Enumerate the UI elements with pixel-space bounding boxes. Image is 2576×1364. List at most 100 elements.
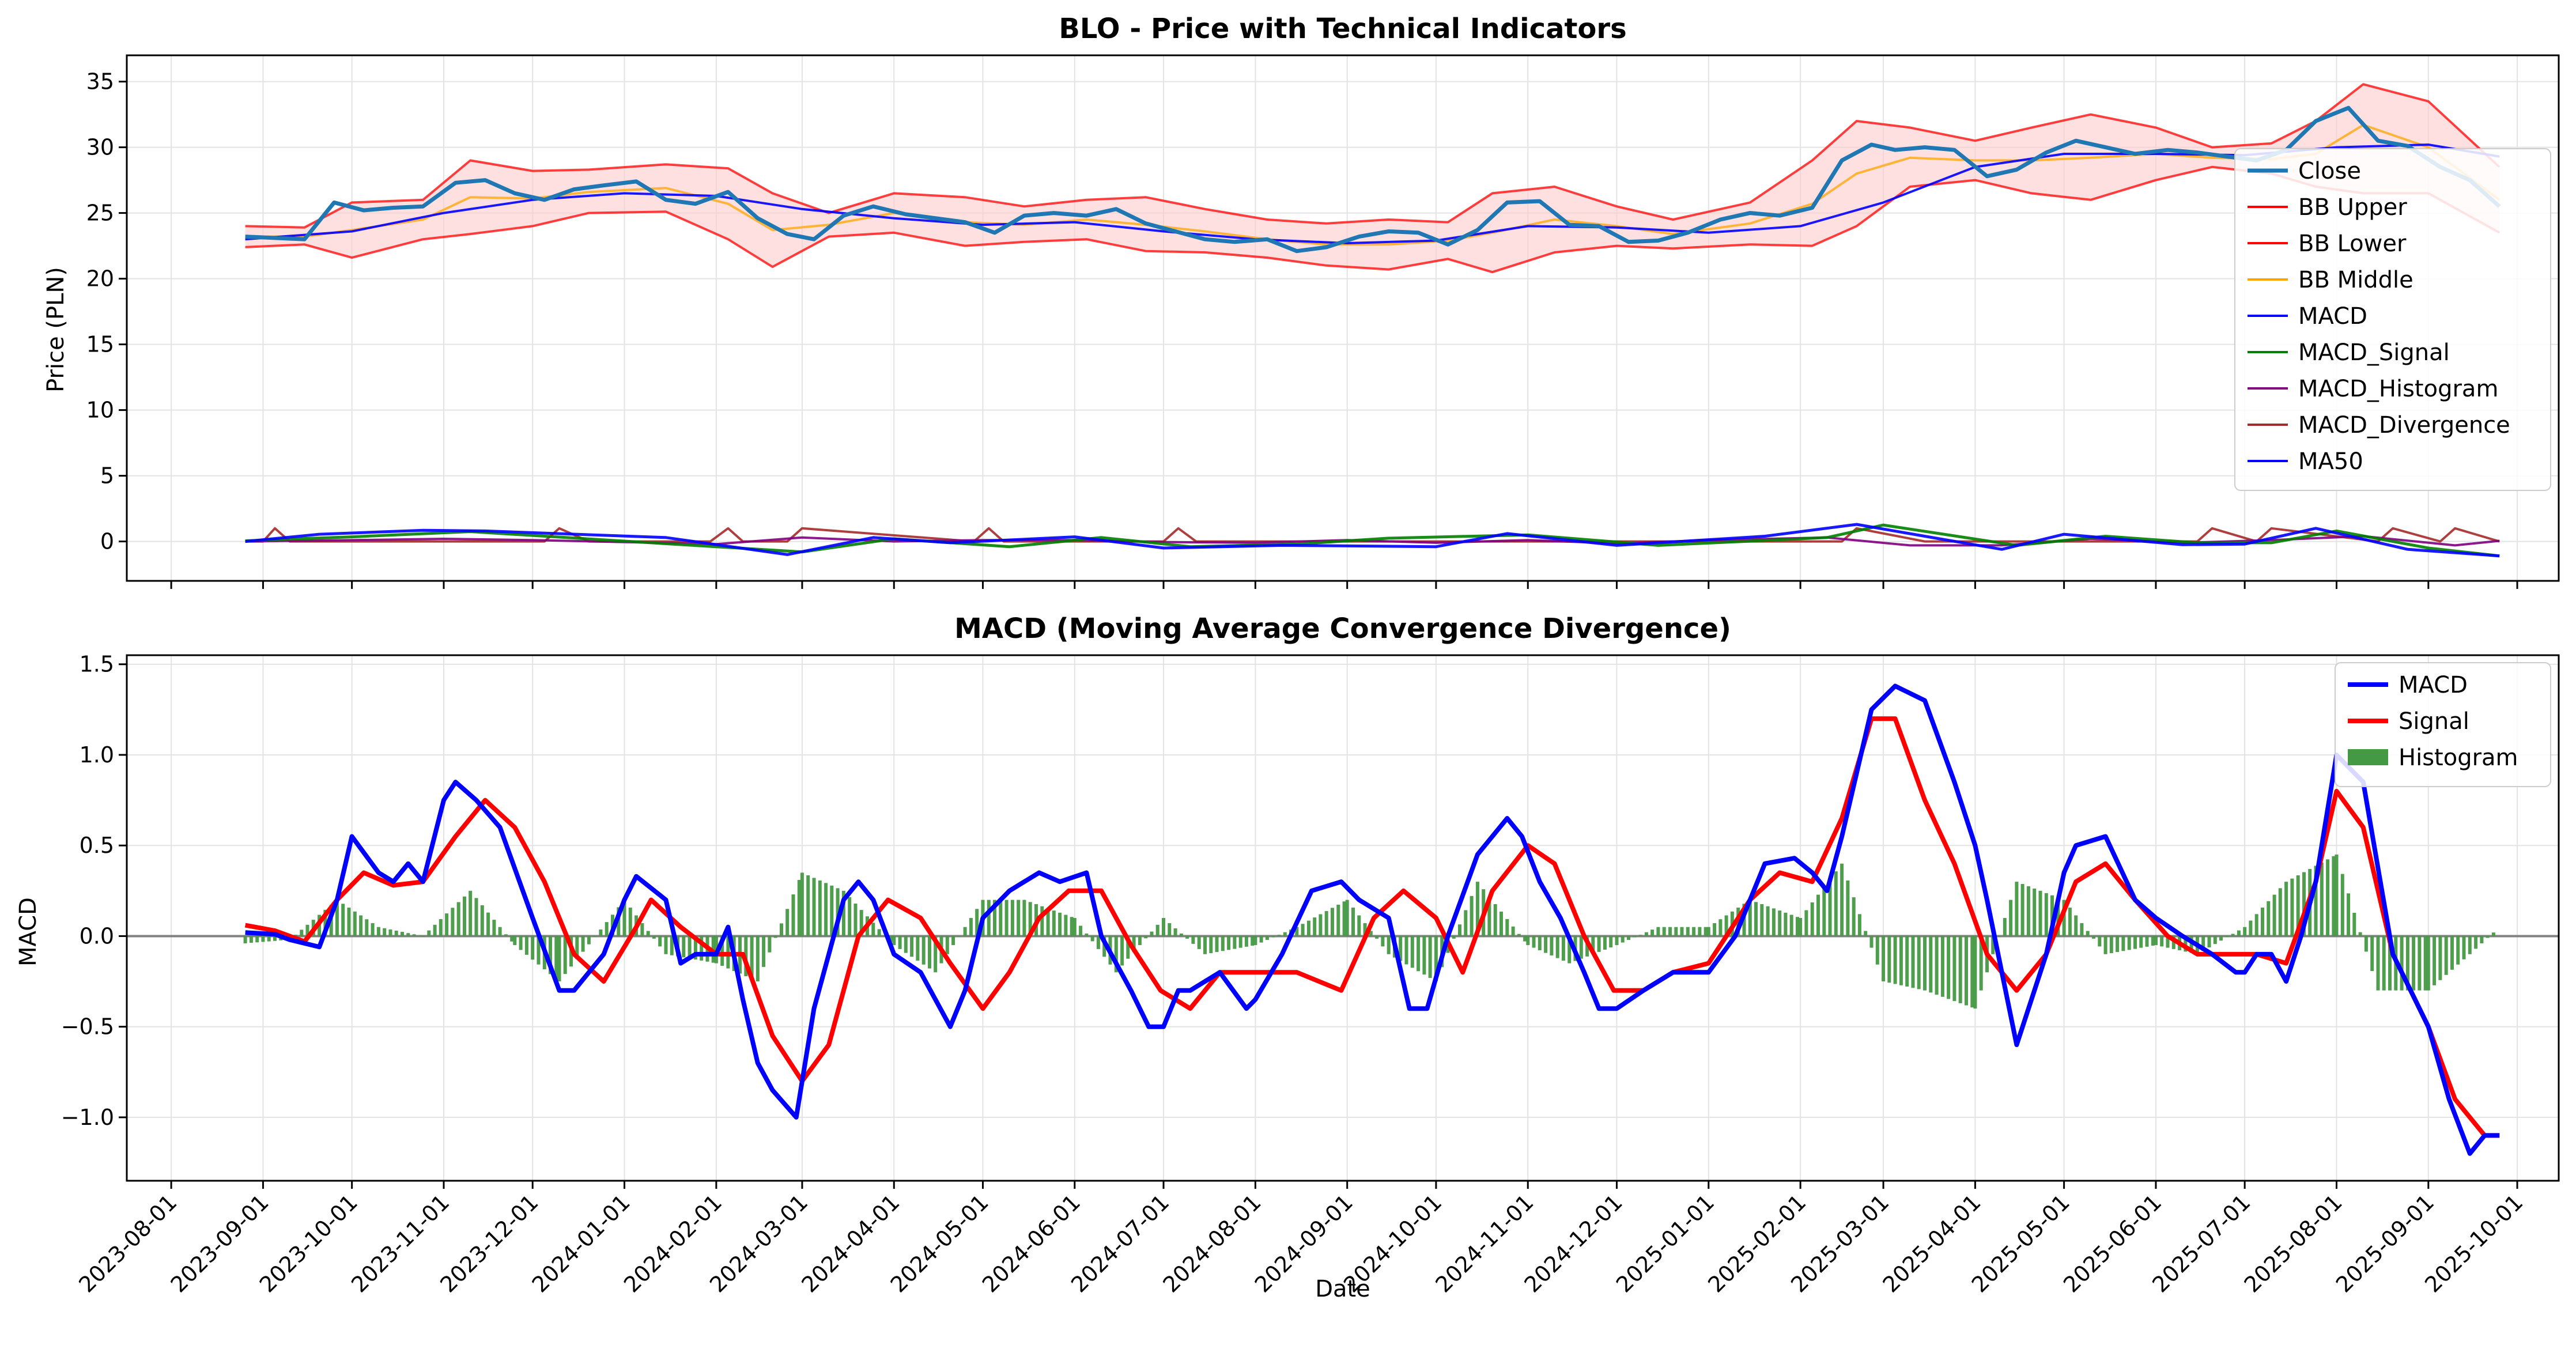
histogram-bar xyxy=(688,936,692,959)
histogram-bar xyxy=(1698,927,1702,936)
histogram-bar xyxy=(2184,936,2188,952)
histogram-bar xyxy=(1357,915,1361,936)
histogram-bar xyxy=(1965,936,1968,1006)
legend-label-bb-upper: BB Upper xyxy=(2298,194,2407,221)
histogram-bar xyxy=(2382,936,2386,991)
histogram-bar xyxy=(841,890,845,936)
histogram-bar xyxy=(762,936,766,967)
histogram-bar xyxy=(2171,936,2175,949)
histogram-bar xyxy=(2189,936,2193,953)
histogram-bar xyxy=(934,936,938,973)
histogram-bar xyxy=(418,935,422,936)
histogram-bar xyxy=(1064,915,1068,936)
y-tick-label: 15 xyxy=(86,332,114,357)
histogram-bar xyxy=(1760,904,1764,936)
histogram-bar xyxy=(2400,936,2404,991)
histogram-bar xyxy=(720,936,724,966)
histogram-bar xyxy=(2284,882,2288,936)
y-tick-label: 10 xyxy=(86,398,114,423)
histogram-bar xyxy=(1633,936,1637,938)
histogram-bar xyxy=(2231,934,2235,936)
histogram-bar xyxy=(1940,936,1944,997)
price-panel: BLO - Price with Technical Indicators Pr… xyxy=(43,13,2560,589)
y-tick-label: 0 xyxy=(100,529,114,554)
series-macd xyxy=(245,683,2500,1156)
legend-swatch-histogram xyxy=(2348,749,2388,765)
y-tick-label: 1.5 xyxy=(80,652,114,677)
histogram-bar xyxy=(1917,936,1921,989)
histogram-bar xyxy=(1686,927,1690,936)
histogram-bar xyxy=(513,936,517,946)
histogram-bar xyxy=(2423,936,2427,991)
histogram-bar xyxy=(1209,936,1213,953)
y-tick-label: −1.0 xyxy=(61,1105,114,1130)
price-y-axis-label: Price (PLN) xyxy=(43,267,69,392)
histogram-bar xyxy=(1621,936,1625,943)
histogram-bar xyxy=(2121,936,2125,951)
macd-y-ticks: −1.0 −0.5 0.0 0.5 1.0 1.5 xyxy=(61,652,127,1130)
histogram-bar xyxy=(2213,936,2217,944)
histogram-bar xyxy=(2243,927,2247,936)
histogram-bar xyxy=(439,919,443,936)
price-chart-title: BLO - Price with Technical Indicators xyxy=(1059,13,1626,45)
histogram-bar xyxy=(1306,920,1310,936)
histogram-bar xyxy=(975,909,979,936)
price-series xyxy=(245,83,2501,558)
histogram-bar xyxy=(1102,936,1106,957)
price-x-ticks xyxy=(170,581,2518,589)
histogram-bar xyxy=(1680,927,1684,936)
histogram-bar xyxy=(1301,924,1305,936)
histogram-bar xyxy=(1724,915,1728,936)
histogram-bar xyxy=(2098,936,2102,947)
histogram-bar xyxy=(1911,936,1915,988)
histogram-bar xyxy=(2249,920,2253,936)
histogram-bar xyxy=(1893,936,1897,984)
histogram-bar xyxy=(1345,900,1349,936)
y-tick-label: 0.0 xyxy=(80,923,114,949)
histogram-bar xyxy=(2062,900,2066,936)
histogram-bar xyxy=(2335,854,2339,936)
histogram-bar xyxy=(1615,936,1619,946)
histogram-bar xyxy=(1185,936,1189,939)
histogram-bar xyxy=(1369,931,1373,936)
histogram-bar xyxy=(1929,936,1933,993)
histogram-bar xyxy=(1028,902,1032,936)
histogram-bar xyxy=(1452,936,1456,939)
histogram-bar xyxy=(871,923,875,936)
histogram-bar xyxy=(1422,936,1426,975)
price-legend: Close BB Upper BB Lower BB Middle MACD MACD_S… xyxy=(2234,148,2551,491)
histogram-bar xyxy=(1470,896,1474,936)
y-tick-label: −0.5 xyxy=(61,1014,114,1040)
histogram-bar xyxy=(1458,924,1461,936)
histogram-bar xyxy=(756,936,760,981)
histogram-bar xyxy=(445,913,449,936)
histogram-bar xyxy=(1864,931,1868,936)
histogram-bar xyxy=(2320,862,2324,936)
histogram-bar xyxy=(1869,936,1874,948)
histogram-bar xyxy=(1363,923,1367,936)
histogram-bar xyxy=(2219,936,2223,941)
histogram-bar xyxy=(1505,919,1509,936)
histogram-bar xyxy=(1351,908,1355,936)
histogram-bar xyxy=(1238,936,1242,948)
histogram-bar xyxy=(1120,936,1124,966)
macd-legend: MACD Signal Histogram xyxy=(2335,662,2551,787)
histogram-bar xyxy=(1399,936,1403,961)
histogram-bar xyxy=(1816,894,1820,936)
histogram-bar xyxy=(492,920,496,936)
histogram-bar xyxy=(652,936,656,939)
series-macd xyxy=(245,523,2500,558)
histogram-bar xyxy=(1923,936,1927,991)
histogram-bar xyxy=(365,919,369,936)
histogram-bar xyxy=(2044,893,2048,936)
histogram-bar xyxy=(2405,936,2409,991)
histogram-bar xyxy=(1079,925,1083,936)
series-close xyxy=(245,105,2501,254)
histogram-bar xyxy=(1638,935,1642,936)
histogram-bar xyxy=(2376,936,2380,991)
histogram-bar xyxy=(2127,936,2131,950)
histogram-bar xyxy=(2074,915,2078,936)
histogram-bar xyxy=(1464,910,1468,936)
macd-plot-frame xyxy=(126,654,2560,1182)
histogram-bar xyxy=(2050,895,2054,936)
